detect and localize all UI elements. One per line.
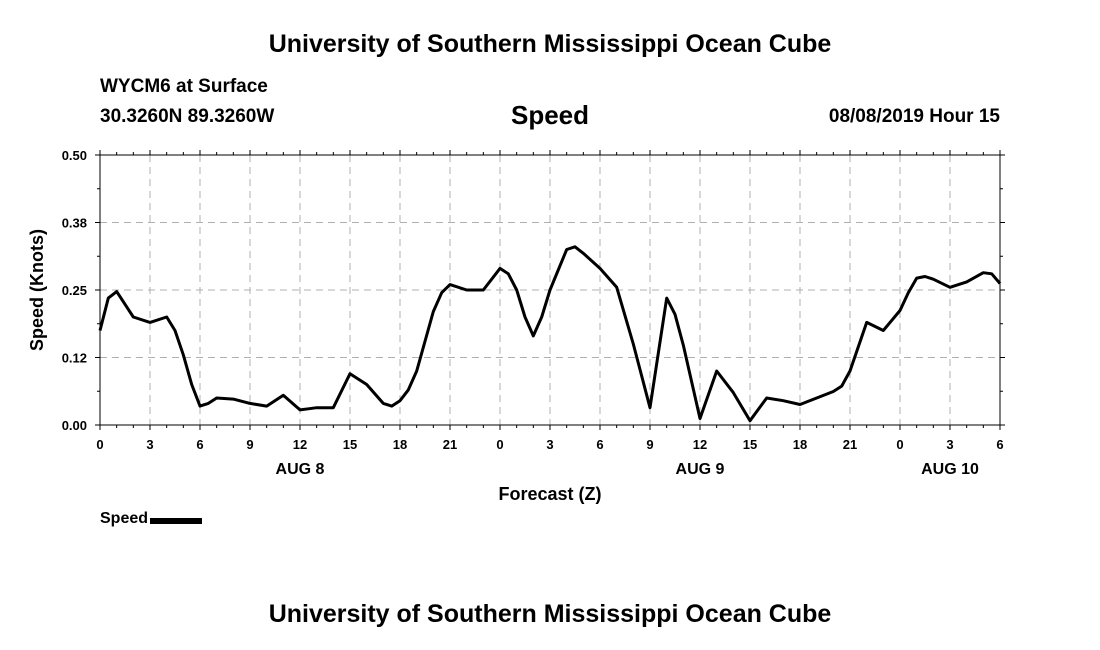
plot-frame — [99, 154, 1001, 426]
x-tick-label: 3 — [146, 437, 153, 452]
x-tick-label: 15 — [343, 437, 357, 452]
day-label: AUG 9 — [676, 461, 725, 478]
coordinates-label: 30.3260N 89.3260W — [100, 106, 275, 127]
x-tick-label: 18 — [793, 437, 807, 452]
legend-swatch-speed — [150, 517, 203, 524]
chart-title: Speed — [510, 100, 590, 130]
x-tick-label: 0 — [96, 437, 103, 452]
x-tick-label: 21 — [443, 437, 457, 452]
y-tick-label: 0.38 — [62, 216, 87, 231]
x-tick-label: 3 — [946, 437, 953, 452]
station-label: WYCM6 at Surface — [100, 76, 268, 97]
x-tick-label: 9 — [646, 437, 653, 452]
top-title: University of Southern Mississippi Ocean… — [268, 30, 832, 58]
y-tick-label: 0.12 — [62, 351, 87, 366]
y-tick-label: 0.25 — [62, 283, 87, 298]
series-line-speed — [98, 245, 1002, 423]
y-tick-label: 0.00 — [62, 418, 87, 433]
bottom-title: University of Southern Mississippi Ocean… — [268, 600, 832, 628]
x-tick-label: 6 — [596, 437, 603, 452]
x-tick-label: 18 — [393, 437, 407, 452]
x-tick-label: 15 — [743, 437, 757, 452]
x-tick-label: 0 — [896, 437, 903, 452]
x-tick-label: 6 — [196, 437, 203, 452]
day-labels: AUG 8 AUG 9 AUG 10 — [276, 461, 979, 478]
x-tick-label: 12 — [693, 437, 707, 452]
y-tick-label: 0.50 — [62, 148, 87, 163]
x-tick-label: 3 — [546, 437, 553, 452]
x-tick-labels: 0 3 6 9 12 15 18 21 0 3 6 9 12 15 18 21 0 3 6 — [96, 437, 1003, 452]
day-label: AUG 10 — [921, 461, 979, 478]
x-tick-label: 0 — [496, 437, 503, 452]
x-axis-title: Forecast (Z) — [498, 484, 601, 504]
datetime-label: 08/08/2019 Hour 15 — [828, 106, 1000, 127]
legend: Speed — [100, 510, 203, 528]
x-tick-label: 6 — [996, 437, 1003, 452]
x-tick-label: 12 — [293, 437, 307, 452]
legend-label-speed: Speed — [100, 510, 149, 527]
y-axis-title: Speed (Knots) — [27, 229, 47, 351]
day-label: AUG 8 — [276, 461, 325, 478]
x-tick-label: 21 — [843, 437, 857, 452]
x-tick-label: 9 — [246, 437, 253, 452]
y-tick-labels: 0.00 0.12 0.25 0.38 0.50 — [62, 148, 87, 433]
